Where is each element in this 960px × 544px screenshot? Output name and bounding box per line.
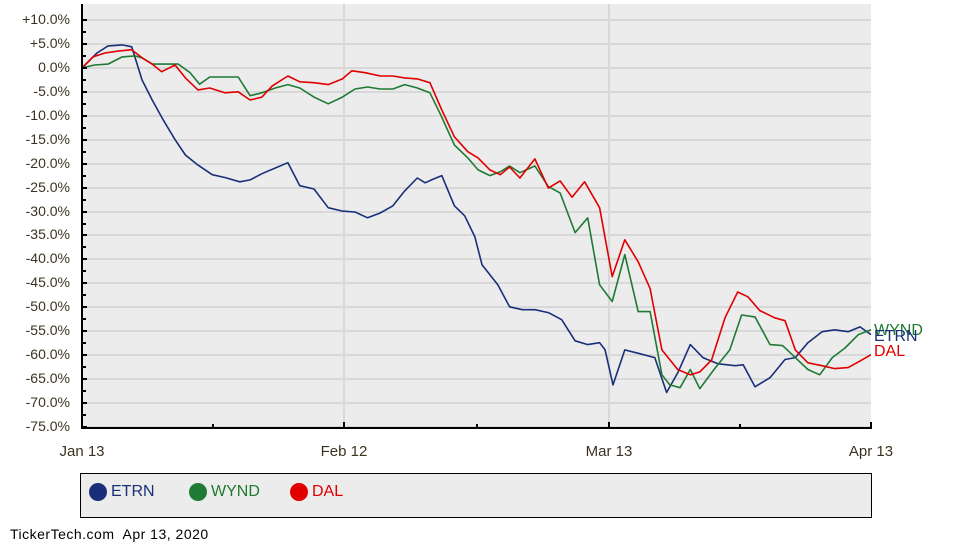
y-tick-label: -35.0% [25,226,70,242]
legend-dot-icon [189,483,207,501]
y-tick-label: -30.0% [25,203,70,219]
y-tick-label: -45.0% [25,274,70,290]
y-tick-label: -15.0% [25,131,70,147]
y-tick-label: -65.0% [25,370,70,386]
legend-label: ETRN [111,483,155,500]
y-tick-label: -75.0% [25,418,70,434]
y-tick-label: -40.0% [25,250,70,266]
y-tick-label: -60.0% [25,346,70,362]
legend-item-etrn: ETRN [89,483,155,501]
plot-area [82,4,871,428]
y-tick-marks [82,19,87,428]
end-label-etrn: ETRN [874,328,918,345]
series-lines [81,44,872,394]
y-tick-label: -55.0% [25,322,70,338]
y-tick-label: -70.0% [25,394,70,410]
legend-label: DAL [312,483,344,500]
end-label-wynd: WYND [874,322,923,339]
y-tick-label: +10.0% [22,11,70,27]
end-label-dal: DAL [874,343,906,360]
footer-source: TickerTech.com Apr 13, 2020 [10,526,209,542]
x-tick-label: Mar 13 [585,443,633,460]
horizontal-gridlines [82,19,871,428]
y-tick-label: -10.0% [25,107,70,123]
legend-label: WYND [211,483,260,500]
y-tick-label: -20.0% [25,155,70,171]
legend-item-wynd: WYND [189,483,260,501]
series-line-etrn [81,44,872,394]
x-tick-label: Apr 13 [848,443,894,460]
y-tick-label: -25.0% [25,179,70,195]
y-tick-label: +5.0% [29,35,70,51]
legend: ETRN WYND DAL [80,473,872,518]
x-tick-label: Jan 13 [59,443,105,460]
x-tick-marks [81,422,872,428]
x-tick-label: Feb 12 [320,443,368,460]
series-line-dal [81,48,872,376]
y-tick-label: 0.0% [38,59,70,75]
legend-dot-icon [290,483,308,501]
y-tick-label: -5.0% [33,83,70,99]
legend-dot-icon [89,483,107,501]
series-line-wynd [81,55,872,390]
vertical-gridlines [343,4,610,428]
y-tick-label: -50.0% [25,298,70,314]
legend-item-dal: DAL [290,483,343,501]
